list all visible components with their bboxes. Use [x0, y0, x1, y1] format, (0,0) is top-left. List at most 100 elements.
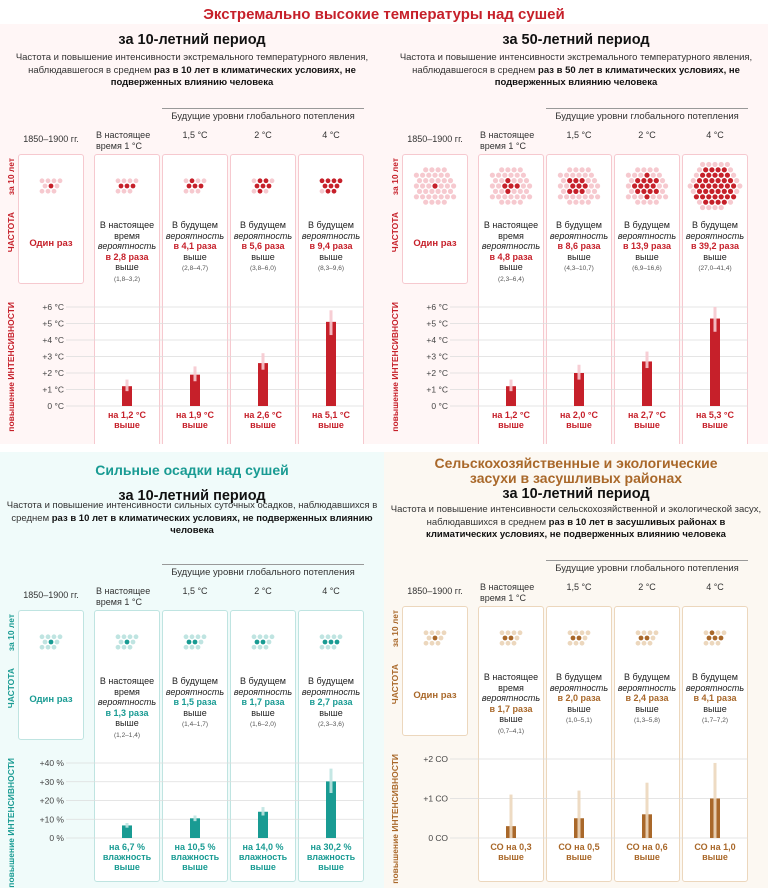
- event-dot-background: [502, 194, 508, 200]
- event-dot-background: [520, 183, 526, 189]
- event-dot-background: [696, 167, 703, 173]
- event-dot-background: [591, 178, 598, 184]
- event-dot-background: [727, 167, 734, 173]
- frequency-factor: в 39,2 раза: [690, 241, 740, 251]
- event-dot-background: [641, 199, 647, 205]
- column-header: 2 °C: [254, 130, 272, 140]
- event-dot-background: [579, 630, 585, 636]
- intensity-label: на 10,5 % влажность выше: [170, 842, 220, 872]
- event-dot-background: [489, 194, 495, 200]
- event-dot-background: [57, 178, 63, 184]
- event-dot-occurring: [647, 188, 653, 194]
- panel-description: Частота и повышение интенсивности экстре…: [390, 52, 762, 90]
- column-header: 1,5 °C: [182, 130, 208, 140]
- intensity-error-bar: [577, 364, 581, 380]
- event-dot-occurring: [337, 178, 343, 184]
- event-dot-background: [641, 640, 647, 646]
- column-header: 2 °C: [254, 586, 272, 596]
- frequency-dots: [311, 166, 351, 211]
- event-dot-occurring: [576, 635, 582, 641]
- event-dot-background: [201, 178, 207, 184]
- higher-word: выше: [567, 251, 591, 262]
- event-dot-occurring: [260, 183, 266, 189]
- probability-word: вероятность: [617, 682, 677, 693]
- event-dot-occurring: [257, 188, 263, 194]
- column-header: 1850–1900 гг.: [23, 134, 79, 144]
- event-dot-background: [734, 178, 740, 184]
- event-dot-background: [591, 188, 598, 194]
- event-dot-background: [582, 194, 588, 200]
- event-dot-occurring: [638, 183, 644, 189]
- event-dot-background: [641, 167, 647, 173]
- frequency-range: (3,8–6,0): [249, 265, 277, 272]
- frequency-text: В будущем вероятность в 4,1 раза выше (2,…: [163, 220, 227, 275]
- y-tick-label: 0 СО: [428, 833, 448, 843]
- intensity-label: на 1,2 °C выше: [491, 410, 531, 430]
- intensity-label: на 14,0 % влажность выше: [238, 842, 288, 872]
- event-dot-occurring: [700, 183, 706, 189]
- event-dot-background: [560, 178, 567, 184]
- event-dot-background: [712, 204, 718, 211]
- frequency-factor: в 1,7 раза: [241, 697, 285, 707]
- event-dot-background: [635, 199, 641, 205]
- frequency-dots: [559, 618, 599, 663]
- event-dot-background: [130, 639, 136, 645]
- event-dot-background: [579, 199, 585, 205]
- event-dot-background: [727, 199, 734, 205]
- event-dot-background: [693, 172, 699, 178]
- intensity-label: СО на 0,3 выше: [490, 842, 532, 862]
- description-plain: Частота и повышение интенсивности сильны…: [6, 500, 378, 524]
- intensity-error-bar: [193, 366, 197, 382]
- event-dot-background: [724, 161, 730, 168]
- event-dot-background: [325, 644, 331, 650]
- intensity-label: на 1,2 °C выше: [107, 410, 147, 430]
- event-dot-background: [42, 639, 48, 645]
- event-dot-occurring: [727, 188, 734, 194]
- event-dot-background: [700, 161, 706, 168]
- event-dot-background: [429, 640, 435, 646]
- event-dot-occurring: [432, 183, 438, 189]
- event-dot-background: [266, 639, 272, 645]
- event-dot-background: [527, 183, 533, 189]
- event-dot-background: [195, 644, 201, 650]
- y-tick-label: +10 %: [40, 814, 65, 824]
- event-dot-background: [39, 644, 45, 650]
- event-dot-occurring: [319, 178, 325, 184]
- event-dot-background: [499, 178, 505, 184]
- event-dot-background: [496, 194, 502, 200]
- frequency-axis-sublabel: за 10 лет: [390, 610, 400, 648]
- y-tick-label: +4 °C: [426, 335, 448, 345]
- event-dot-background: [189, 188, 195, 194]
- event-dot-background: [573, 199, 579, 205]
- column-header: 2 °C: [638, 582, 656, 592]
- event-dot-background: [570, 194, 576, 200]
- event-dot-background: [319, 188, 325, 194]
- event-dot-background: [195, 178, 201, 184]
- frequency-prefix: В будущем: [240, 220, 286, 230]
- column-header: 4 °C: [322, 130, 340, 140]
- event-dot-background: [656, 172, 662, 178]
- event-dot-background: [721, 630, 727, 636]
- event-dot-background: [709, 640, 715, 646]
- event-dot-background: [690, 178, 696, 184]
- y-tick-label: +3 °C: [42, 352, 64, 362]
- event-dot-background: [567, 640, 573, 646]
- event-dot-background: [429, 178, 435, 184]
- event-dot-occurring: [706, 635, 712, 641]
- event-dot-background: [520, 194, 526, 200]
- event-dot-occurring: [721, 167, 727, 173]
- event-dot-background: [118, 639, 124, 645]
- event-dot-background: [514, 172, 520, 178]
- column-header: 4 °C: [706, 582, 724, 592]
- event-dot-background: [435, 199, 441, 205]
- event-dot-background: [663, 194, 669, 200]
- column-header: В настоящее время 1 °C: [96, 130, 151, 151]
- event-dot-background: [420, 194, 426, 200]
- event-dot-background: [432, 172, 438, 178]
- frequency-dots: [107, 166, 147, 211]
- event-dot-background: [588, 183, 594, 189]
- event-dot-occurring: [712, 183, 718, 189]
- event-dot-background: [121, 644, 127, 650]
- event-dot-occurring: [731, 183, 737, 189]
- intensity-error-bar: [329, 310, 333, 336]
